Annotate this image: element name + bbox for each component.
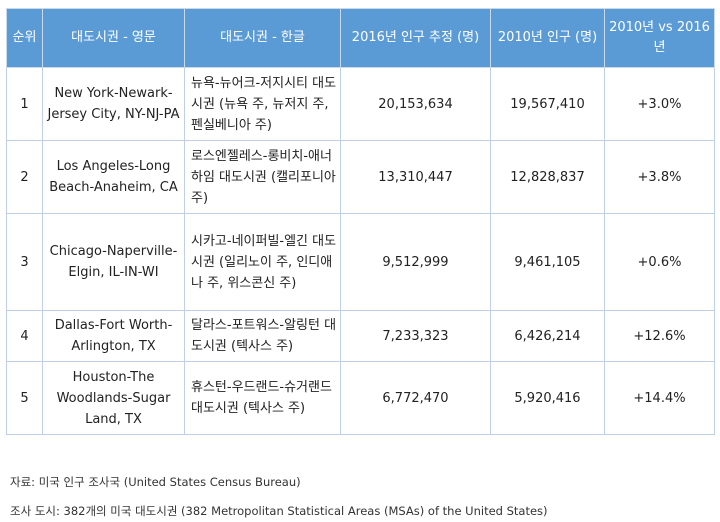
cell-pop-2010: 12,828,837	[490, 140, 605, 214]
cell-pop-2016: 7,233,323	[340, 310, 491, 362]
cell-korean-name: 로스엔젤레스-롱비치-애너하임 대도시권 (캘리포니아 주)	[184, 140, 341, 214]
source-note: 자료: 미국 인구 조사국 (United States Census Bure…	[10, 475, 301, 489]
cell-pop-2010: 6,426,214	[490, 310, 605, 362]
cell-korean-name: 시카고-네이퍼빌-엘긴 대도시권 (일리노이 주, 인디애나 주, 위스콘신 주…	[184, 213, 341, 311]
table-row: 1 New York-Newark-Jersey City, NY-NJ-PA …	[6, 67, 715, 141]
cell-rank: 1	[6, 67, 43, 141]
cell-english-name: Los Angeles-Long Beach-Anaheim, CA	[42, 140, 185, 214]
cell-korean-name: 뉴욕-뉴어크-저지시티 대도시권 (뉴욕 주, 뉴저지 주, 펜실베니아 주)	[184, 67, 341, 141]
table-row: 2 Los Angeles-Long Beach-Anaheim, CA 로스엔…	[6, 140, 715, 214]
cell-rank: 5	[6, 361, 43, 435]
table-row: 5 Houston-The Woodlands-Sugar Land, TX 휴…	[6, 361, 715, 435]
cell-english-name: New York-Newark-Jersey City, NY-NJ-PA	[42, 67, 185, 141]
cell-english-name: Chicago-Naperville-Elgin, IL-IN-WI	[42, 213, 185, 311]
header-pop-2010: 2010년 인구 (명)	[490, 8, 605, 68]
header-korean-name: 대도시권 - 한글	[184, 8, 341, 68]
cell-english-name: Houston-The Woodlands-Sugar Land, TX	[42, 361, 185, 435]
table-row: 4 Dallas-Fort Worth-Arlington, TX 달라스-포트…	[6, 310, 715, 362]
table-row: 3 Chicago-Naperville-Elgin, IL-IN-WI 시카고…	[6, 213, 715, 311]
cell-pop-2016: 20,153,634	[340, 67, 491, 141]
cell-korean-name: 달라스-포트워스-알링턴 대도시권 (텍사스 주)	[184, 310, 341, 362]
header-rank: 순위	[6, 8, 43, 68]
cell-pop-2016: 6,772,470	[340, 361, 491, 435]
cell-rank: 3	[6, 213, 43, 311]
header-change: 2010년 vs 2016년	[604, 8, 715, 68]
header-english-name: 대도시권 - 영문	[42, 8, 185, 68]
cell-rank: 4	[6, 310, 43, 362]
cell-korean-name: 휴스턴-우드랜드-슈거랜드 대도시권 (텍사스 주)	[184, 361, 341, 435]
cell-pop-2016: 13,310,447	[340, 140, 491, 214]
cell-english-name: Dallas-Fort Worth-Arlington, TX	[42, 310, 185, 362]
cell-change: +14.4%	[604, 361, 715, 435]
header-pop-2016: 2016년 인구 추정 (명)	[340, 8, 491, 68]
cell-pop-2010: 5,920,416	[490, 361, 605, 435]
cell-rank: 2	[6, 140, 43, 214]
cell-change: +3.0%	[604, 67, 715, 141]
cell-change: +0.6%	[604, 213, 715, 311]
population-table: 순위 대도시권 - 영문 대도시권 - 한글 2016년 인구 추정 (명) 2…	[6, 8, 715, 435]
cell-pop-2016: 9,512,999	[340, 213, 491, 311]
cell-change: +12.6%	[604, 310, 715, 362]
cell-pop-2010: 9,461,105	[490, 213, 605, 311]
table-header-row: 순위 대도시권 - 영문 대도시권 - 한글 2016년 인구 추정 (명) 2…	[6, 8, 715, 68]
scope-note: 조사 도시: 382개의 미국 대도시권 (382 Metropolitan S…	[10, 504, 548, 518]
cell-pop-2010: 19,567,410	[490, 67, 605, 141]
cell-change: +3.8%	[604, 140, 715, 214]
